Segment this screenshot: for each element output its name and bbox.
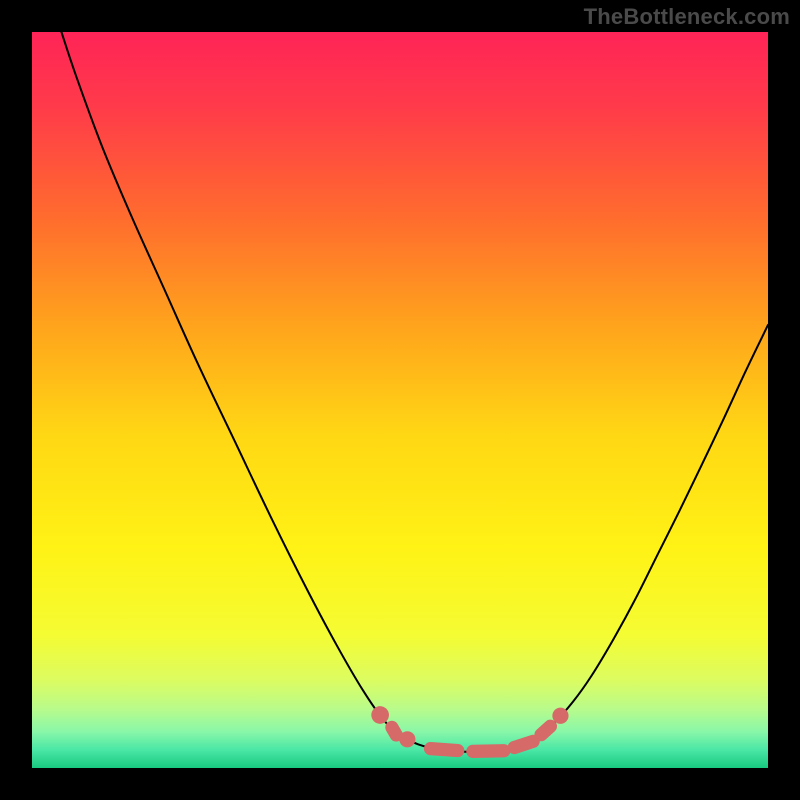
marker-dot bbox=[552, 708, 568, 724]
watermark-text: TheBottleneck.com bbox=[584, 4, 790, 30]
marker-pill bbox=[424, 742, 465, 758]
plot-background-gradient bbox=[32, 32, 768, 768]
marker-dot bbox=[371, 706, 389, 724]
marker-pill bbox=[466, 744, 510, 758]
marker-dot bbox=[399, 731, 415, 747]
stage: TheBottleneck.com bbox=[0, 0, 800, 800]
bottleneck-chart bbox=[0, 0, 800, 800]
